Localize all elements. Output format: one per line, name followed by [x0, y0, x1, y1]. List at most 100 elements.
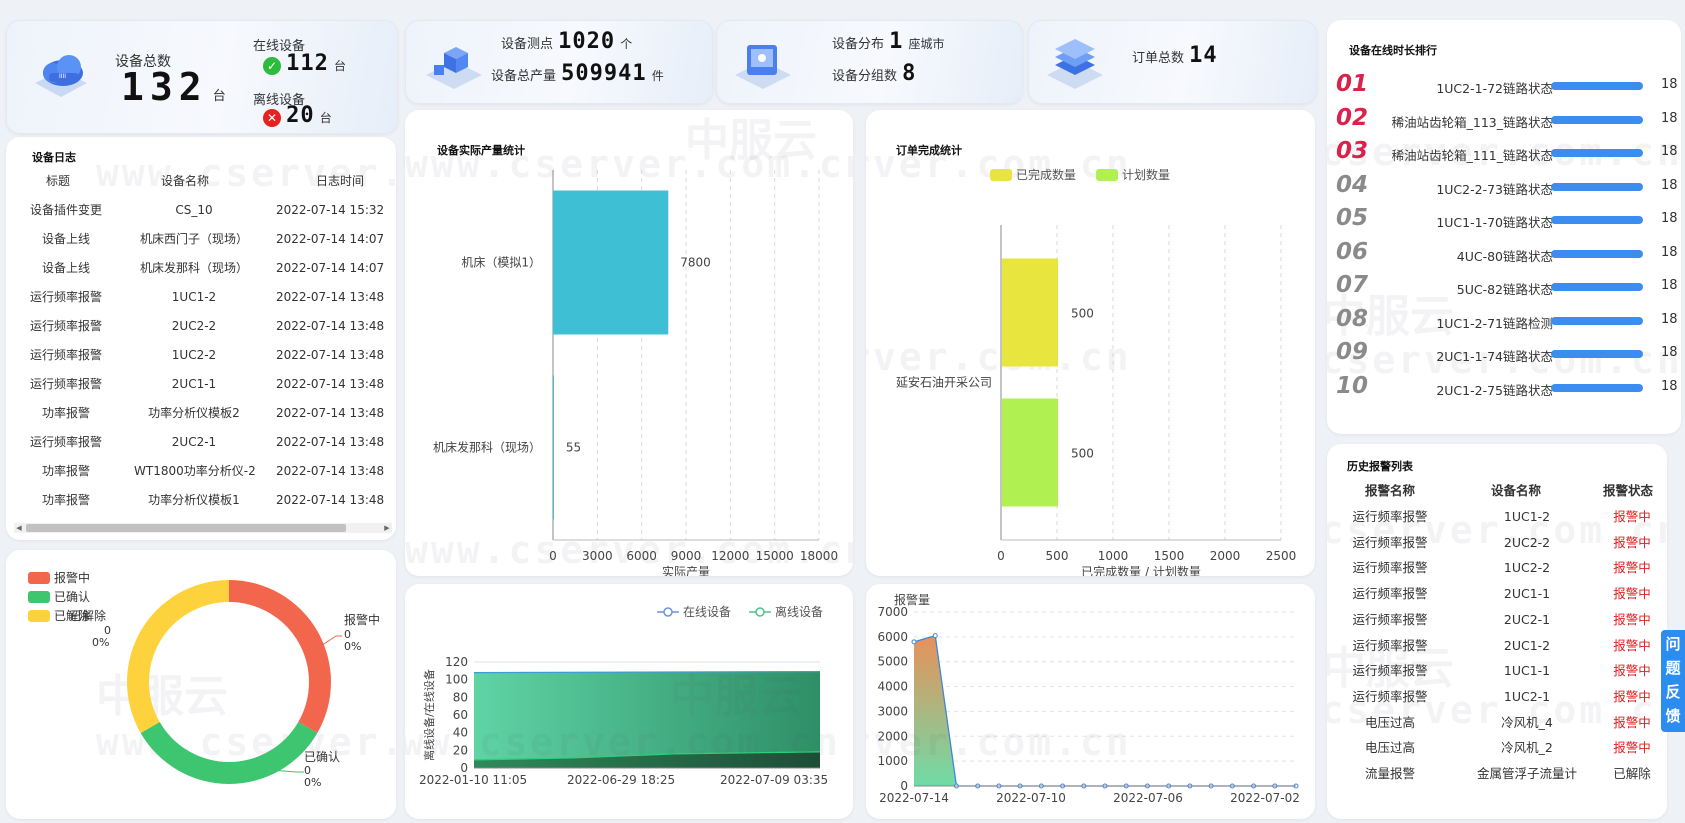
measure-points-card: 设备测点 1020 个 设备总产量 509941 件: [405, 20, 713, 104]
table-row[interactable]: 运行频率报警 2UC2-1 报警中: [1327, 607, 1667, 632]
table-row[interactable]: 运行频率报警 2UC2-2 报警中: [1327, 530, 1667, 555]
ranking-item[interactable]: 01 1UC2-1-72链路状态 18: [1327, 70, 1681, 100]
online-area[interactable]: [474, 671, 820, 768]
y-axis-title: 离线设备/在线设备: [422, 669, 436, 761]
status-badge: 报警中: [1613, 560, 1651, 576]
table-header: 报警名称 设备名称 报警状态: [1365, 483, 1654, 498]
table-row[interactable]: 运行频率报警 1UC2-1 报警中: [1327, 684, 1667, 709]
bar[interactable]: [553, 375, 554, 520]
table-row[interactable]: 流量报警 金属管浮子流量计 已解除: [1327, 761, 1667, 786]
table-row[interactable]: 设备上线 机床发那科（现场） 2022-07-14 14:07: [6, 254, 396, 283]
y-axis-title: 报警量: [894, 592, 930, 607]
legend-label: 在线设备: [683, 605, 731, 619]
online-area-chart: 在线设备 离线设备 0 20 40 60 80 100 120 离线设备/在线设备 2022-01-…: [419, 604, 828, 787]
table-row[interactable]: 功率报警 WT1800功率分析仪-2 2022-07-14 13:48: [6, 457, 396, 486]
rank-device-name: 稀油站齿轮箱_111_链路状态: [1391, 148, 1553, 163]
table-row[interactable]: 运行频率报警 1UC2-2 2022-07-14 13:48: [6, 341, 396, 370]
table-cell: 1UC2-1: [1503, 688, 1551, 704]
table-row[interactable]: 功率报警 功率分析仪模板1 2022-07-14 13:48: [6, 486, 396, 515]
bar-planned[interactable]: [1002, 398, 1058, 507]
table-cell: 2022-07-14 13:48: [276, 377, 385, 391]
table-row[interactable]: 电压过高 冷风机_4 报警中: [1327, 710, 1667, 735]
donut-slice-confirmed[interactable]: [140, 722, 318, 784]
alarm-point[interactable]: [911, 639, 917, 645]
table-row[interactable]: 运行频率报警 2UC2-1 2022-07-14 13:48: [6, 428, 396, 457]
bar[interactable]: [553, 190, 669, 335]
rank-number: 10: [1336, 372, 1369, 399]
label-leader-alarm: [320, 635, 342, 647]
x-tick-label: 2500: [1266, 549, 1297, 563]
production-bar-chart: 0 3000 6000 9000 12000 15000 18000 机床（模拟1） 7800 机…: [433, 170, 838, 576]
slice-label-alarm-name: 报警中: [344, 612, 380, 627]
y-tick-label: 0: [900, 779, 908, 793]
legend-label-confirmed: 已确认: [54, 590, 90, 604]
table-row[interactable]: 运行频率报警 1UC1-2 2022-07-14 13:48: [6, 283, 396, 312]
distribution-value: 1: [889, 29, 904, 54]
scroll-right-arrow[interactable]: ▶: [384, 524, 390, 532]
scroll-left-arrow[interactable]: ◀: [16, 524, 22, 532]
table-cell: 运行频率报警: [29, 435, 102, 449]
table-row[interactable]: 设备上线 机床西门子（现场） 2022-07-14 14:07: [6, 225, 396, 254]
scrollbar-thumb[interactable]: [26, 524, 346, 532]
ranking-item[interactable]: 05 1UC1-1-70链路状态 18: [1327, 204, 1681, 234]
table-cell: 2022-07-14 13:48: [276, 348, 385, 362]
alarm-area[interactable]: [914, 635, 1296, 786]
table-cell: 设备上线: [41, 232, 90, 246]
table-row[interactable]: 运行频率报警 2UC2-2 2022-07-14 13:48: [6, 312, 396, 341]
y-tick-label: 3000: [877, 704, 908, 718]
device-total-unit: 台: [212, 89, 226, 104]
table-row[interactable]: 运行频率报警 2UC1-1 报警中: [1327, 581, 1667, 606]
table-cell: 运行频率报警: [1352, 611, 1428, 627]
online-duration-ranking-card: 设备在线时长排行 www.cserver.com.cn 中服云 www.cser…: [1327, 20, 1681, 434]
rank-device-name: 1UC2-1-72链路状态: [1436, 81, 1553, 96]
feedback-button[interactable]: 问题反馈: [1661, 630, 1685, 732]
table-row[interactable]: 运行频率报警 1UC2-2 报警中: [1327, 555, 1667, 580]
table-row[interactable]: 运行频率报警 2UC1-2 报警中: [1327, 633, 1667, 658]
order-total-card: 订单总数 14: [1028, 20, 1317, 104]
bar-value-label: 500: [1071, 307, 1094, 321]
donut-slice-resolved[interactable]: [126, 580, 229, 733]
x-tick-label: 1500: [1154, 549, 1185, 563]
legend-label: 计划数量: [1122, 167, 1170, 182]
rank-number: 08: [1336, 305, 1369, 332]
ranking-item[interactable]: 06 4UC-80链路状态 18: [1327, 238, 1681, 268]
ranking-item[interactable]: 07 5UC-82链路状态 18: [1327, 271, 1681, 301]
donut-slice-alarm[interactable]: [229, 580, 331, 733]
ranking-item[interactable]: 10 2UC1-2-75链路状态 18: [1327, 372, 1681, 402]
table-row[interactable]: 设备插件变更 CS_10 2022-07-14 15:32: [6, 196, 396, 225]
x-tick-label: 2022-07-14: [879, 791, 949, 805]
table-cell: 机床西门子（现场）: [139, 232, 248, 246]
table-row[interactable]: 电压过高 冷风机_2 报警中: [1327, 735, 1667, 760]
rank-device-name: 2UC1-2-75链路状态: [1436, 382, 1553, 398]
status-badge: 报警中: [1613, 740, 1651, 756]
table-row[interactable]: 运行频率报警 1UC1-2 报警中: [1327, 504, 1667, 529]
ranking-item[interactable]: 02 稀油站齿轮箱_113_链路状态 18: [1327, 104, 1681, 134]
layers-icon: [1043, 35, 1107, 91]
bar-completed[interactable]: [1002, 258, 1058, 367]
legend-label-alarm: 报警中: [54, 570, 90, 585]
horizontal-scrollbar[interactable]: ◀ ▶: [14, 523, 392, 533]
table-cell: WT1800功率分析仪-2: [134, 464, 256, 478]
y-tick-label: 80: [453, 690, 468, 704]
alarm-point[interactable]: [932, 633, 938, 639]
ranking-item[interactable]: 09 2UC1-1-74链路状态 18: [1327, 338, 1681, 368]
x-tick-label: 3000: [582, 549, 613, 563]
table-row[interactable]: 功率报警 功率分析仪模板2 2022-07-14 13:48: [6, 399, 396, 428]
order-bar-chart: 已完成数量 计划数量 0 500 1000 1500 2000 2500 延安石油开采公司 500…: [896, 167, 1297, 576]
status-badge: 报警中: [1613, 586, 1651, 602]
ranking-item[interactable]: 03 稀油站齿轮箱_111_链路状态 18: [1327, 137, 1681, 167]
legend-label-resolved: 已解除: [54, 608, 90, 623]
history-alarm-card: 历史报警列表 www.cserver.com.cn 中服云 www.cserve…: [1327, 444, 1667, 819]
ranking-item[interactable]: 08 1UC1-2-71链路检测 18: [1327, 305, 1681, 335]
rank-number: 04: [1336, 171, 1369, 198]
offline-area[interactable]: [474, 751, 820, 768]
table-row[interactable]: 运行频率报警 2UC1-1 2022-07-14 13:48: [6, 370, 396, 399]
table-cell: 流量报警: [1364, 766, 1415, 781]
table-row[interactable]: 运行频率报警 1UC1-1 报警中: [1327, 658, 1667, 683]
rank-duration-bar: [1551, 115, 1643, 124]
table-cell: 2UC2-1: [171, 435, 217, 449]
table-cell: 2022-07-14 14:07: [276, 261, 385, 275]
x-axis-title: 已完成数量 / 计划数量: [1081, 564, 1201, 576]
x-tick-label: 2022-07-10: [996, 791, 1066, 805]
ranking-item[interactable]: 04 1UC2-2-73链路状态 18: [1327, 171, 1681, 201]
